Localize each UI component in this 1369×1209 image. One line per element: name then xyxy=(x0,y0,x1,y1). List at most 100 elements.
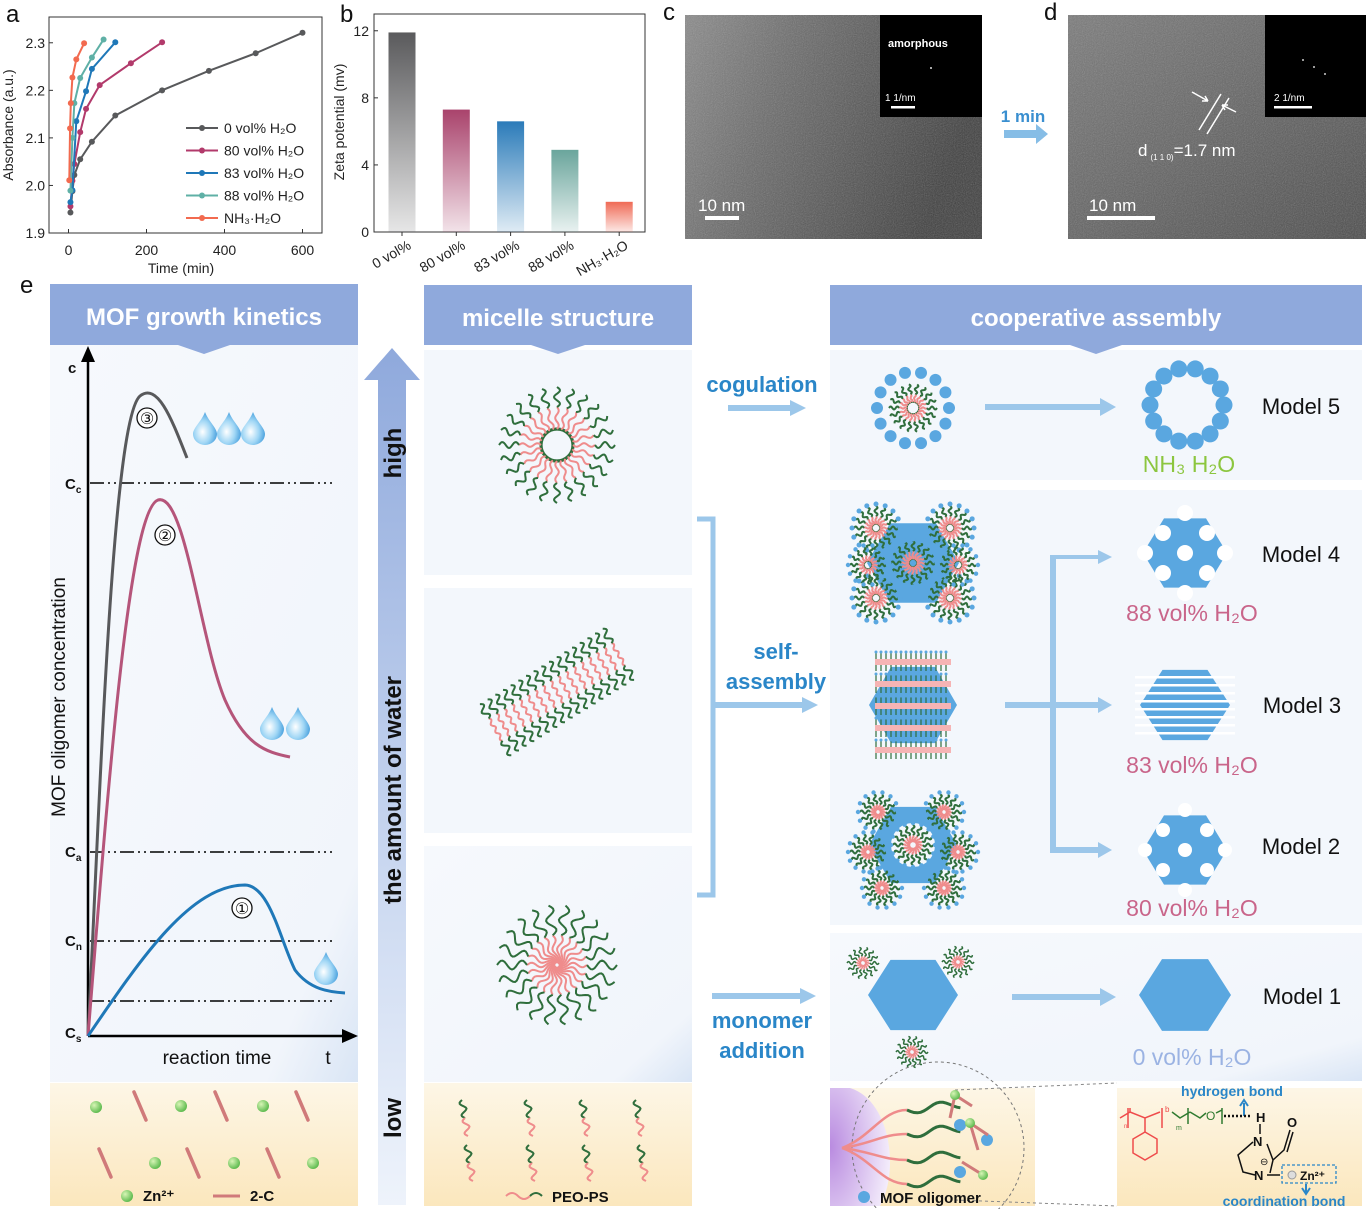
peo-chain xyxy=(851,555,860,561)
model-illustrations xyxy=(845,360,1235,1069)
ps-chain xyxy=(945,810,953,814)
peo-chain xyxy=(941,576,948,588)
mof-oligomer xyxy=(914,650,918,654)
water-drop-icon xyxy=(286,707,310,740)
mof-oligomer xyxy=(890,578,896,584)
legend-label: 80 vol% H₂O xyxy=(224,143,304,159)
mof-oligomer xyxy=(947,571,953,577)
mof-oligomer xyxy=(930,508,936,514)
ps-chain xyxy=(558,961,588,969)
mof-oligomer xyxy=(875,905,880,910)
ps-chain xyxy=(841,1132,908,1150)
ps-chain xyxy=(959,845,964,852)
peo-chain xyxy=(890,560,902,566)
micelle xyxy=(846,946,880,980)
ps-chain xyxy=(509,719,518,733)
mof-oligomer xyxy=(873,619,879,625)
peo-chain xyxy=(910,540,916,552)
peo-chain xyxy=(943,895,950,907)
ps-chain xyxy=(952,519,960,527)
ps-chain xyxy=(557,966,577,989)
ps-chain xyxy=(867,843,871,851)
ps-chain xyxy=(909,413,913,423)
mof-oligomer xyxy=(969,604,975,610)
peo-chain xyxy=(863,946,869,957)
ps-chain xyxy=(855,961,862,965)
ps-chain xyxy=(944,600,949,610)
peo-chain xyxy=(960,589,972,596)
peo-chain xyxy=(878,608,885,620)
ps-chain xyxy=(944,889,950,896)
peo-chain xyxy=(904,541,911,553)
peo-chain xyxy=(883,536,892,545)
peo-chain xyxy=(500,451,521,462)
peo-chain xyxy=(858,946,864,957)
peo-chain xyxy=(847,964,858,971)
ps-chain xyxy=(864,522,874,527)
peo-chain xyxy=(915,573,922,585)
mof-oligomer xyxy=(884,373,897,386)
peo-chain xyxy=(581,932,609,952)
mof-oligomer xyxy=(910,584,916,590)
peo-chain xyxy=(938,793,945,805)
model-3-label: Model 3 xyxy=(1263,693,1341,718)
peo-chain xyxy=(954,577,961,588)
ps-chain xyxy=(940,529,948,537)
mof-oligomer xyxy=(959,877,965,882)
peo-chain xyxy=(868,574,874,584)
mof-oligomer xyxy=(939,738,943,742)
mof-oligomer xyxy=(871,829,876,834)
mof-oligomer xyxy=(861,894,867,899)
peo-chain xyxy=(929,587,940,594)
ps-chain xyxy=(961,560,968,565)
ps-chain xyxy=(865,853,869,861)
peo-chain xyxy=(942,963,953,970)
peo-chain xyxy=(913,383,920,396)
peo-chain xyxy=(582,471,599,488)
arrow-icon xyxy=(342,1029,358,1043)
mof-oligomer xyxy=(946,905,951,910)
mof-oligomer xyxy=(910,864,916,870)
ps-chain xyxy=(869,811,877,816)
lamellar-gap xyxy=(1135,676,1235,679)
ps-chain xyxy=(857,963,862,969)
peo-chain xyxy=(888,891,899,898)
peo-chain xyxy=(884,815,895,822)
mof-particle xyxy=(1201,425,1219,443)
ps-chain xyxy=(867,588,875,596)
micelle xyxy=(935,830,981,874)
bar xyxy=(442,109,470,232)
mof-oligomer xyxy=(879,672,883,676)
y-axis-label: Absorbance (a.u.) xyxy=(0,69,16,180)
y-tick-label: 12 xyxy=(353,23,369,39)
mof-oligomer xyxy=(898,366,911,379)
peo-chain xyxy=(853,949,860,958)
mof-oligomer xyxy=(939,417,952,430)
ps-chain xyxy=(881,879,885,887)
ps-chain xyxy=(905,836,912,844)
peo-chain xyxy=(887,595,899,601)
ps-chain xyxy=(601,663,611,676)
plot-area: 0 4 8 12 0 vol% 80 vol% 83 vol% 88 vol%NH₃·H₂O xyxy=(353,23,633,279)
peo-chain xyxy=(960,519,972,526)
data-point xyxy=(252,50,259,57)
y-tick-label: 2.3 xyxy=(26,35,46,51)
linker-molecule xyxy=(213,1090,229,1122)
ps-chain xyxy=(938,592,948,597)
ps-chain xyxy=(959,848,967,853)
ps-chain xyxy=(904,553,912,561)
peo-chain xyxy=(897,1043,907,1050)
y-axis-label: MOF oligomer concentration xyxy=(49,577,70,817)
y-tick-label: 1.9 xyxy=(26,225,46,241)
mof-oligomer xyxy=(932,842,938,848)
peo-chain xyxy=(882,869,889,882)
peo-chain xyxy=(934,581,943,590)
peo-chain xyxy=(581,981,608,1000)
peo-chain xyxy=(566,991,583,1021)
ps-chain xyxy=(876,531,882,540)
lamellar-gap xyxy=(1135,684,1235,687)
coagulation-label: cogulation xyxy=(706,372,817,397)
peo-chain xyxy=(525,1144,535,1164)
ps-chain xyxy=(943,889,947,897)
peo-chain xyxy=(874,844,886,851)
